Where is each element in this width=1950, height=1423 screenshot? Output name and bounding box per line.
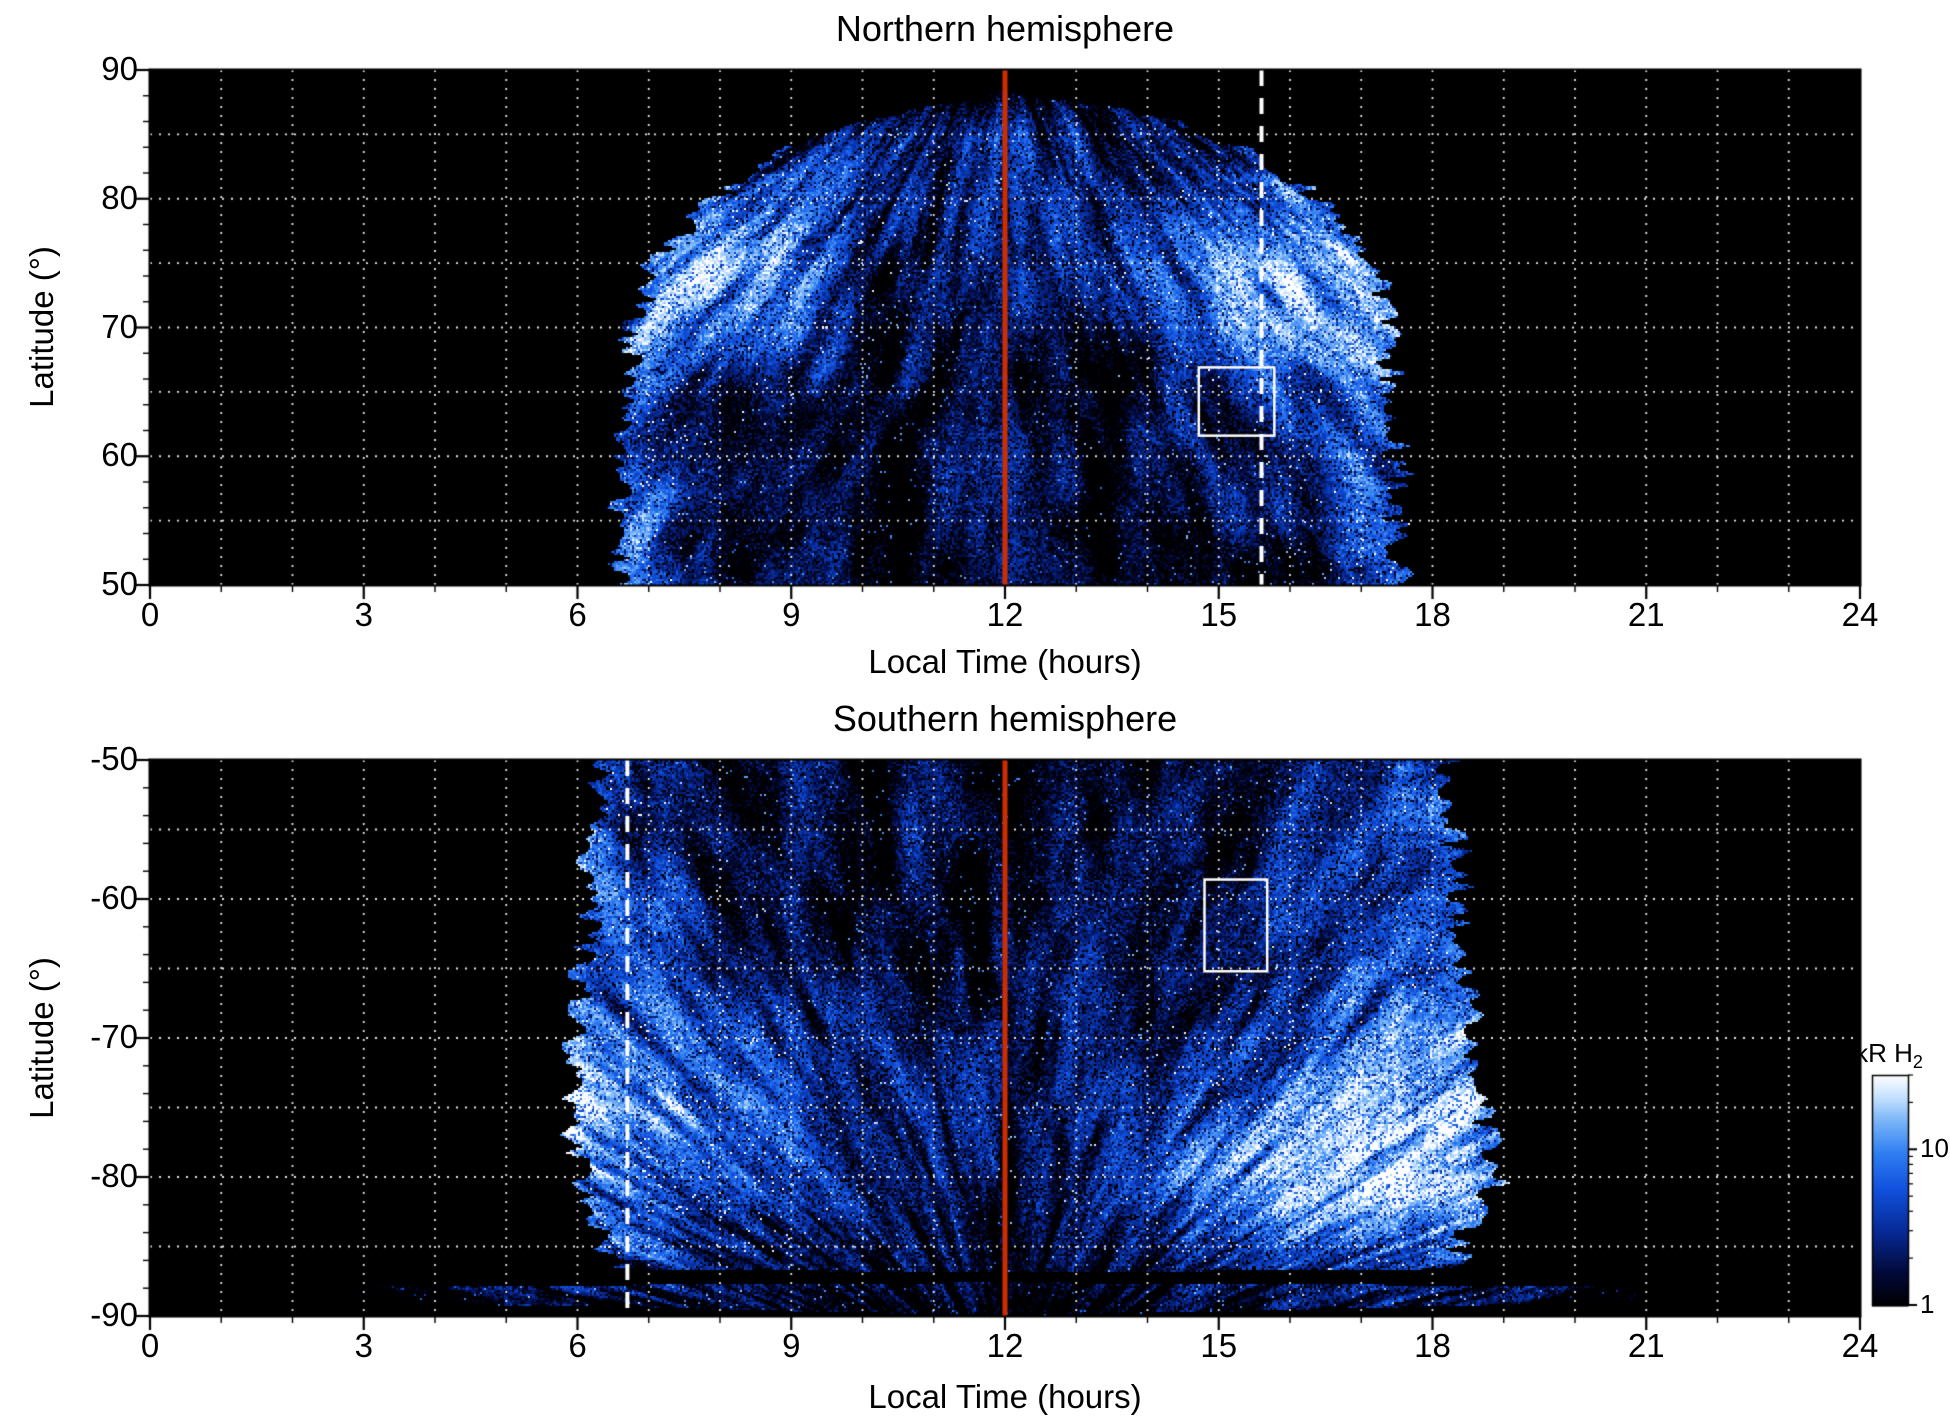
panel-title-north: Northern hemisphere	[835, 8, 1175, 49]
x-tick-label: 12	[986, 596, 1024, 633]
colorbar-tick-label: 1	[1920, 1289, 1935, 1319]
x-tick-label: 21	[1627, 596, 1665, 633]
x-tick-label: 9	[782, 596, 801, 633]
x-tick-label: 0	[140, 1327, 160, 1364]
y-tick-label: 90	[101, 50, 138, 87]
x-tick-label: 15	[1200, 1327, 1238, 1364]
x-tick-label: 3	[354, 1327, 373, 1364]
x-tick-label: 0	[140, 596, 160, 633]
x-tick-label: 6	[568, 596, 587, 633]
colorbar-title-sub: 2	[1912, 1052, 1923, 1073]
yaxis-title-south: Latitude (°)	[23, 957, 60, 1119]
x-tick-label: 12	[986, 1327, 1024, 1364]
y-tick-label: -90	[90, 1296, 138, 1333]
x-tick-label: 3	[354, 596, 373, 633]
x-tick-label: 21	[1627, 1327, 1665, 1364]
yaxis-title-north: Latitude (°)	[23, 246, 60, 408]
y-tick-label: 50	[101, 565, 138, 602]
y-tick-label: -60	[90, 879, 138, 916]
panel-title-south: Southern hemisphere	[832, 698, 1178, 739]
x-tick-label: 15	[1200, 596, 1238, 633]
x-tick-label: 18	[1414, 1327, 1451, 1364]
y-tick-label: 60	[101, 436, 138, 474]
y-tick-label: 80	[101, 178, 138, 216]
colorbar-title: kR H2	[1824, 1038, 1950, 1073]
xaxis-title-south: Local Time (hours)	[868, 1378, 1142, 1415]
colorbar-title-main: kR H	[1855, 1038, 1913, 1068]
xaxis-title-north: Local Time (hours)	[868, 643, 1142, 680]
y-tick-label: 70	[101, 307, 138, 345]
x-tick-label: 6	[568, 1327, 587, 1364]
y-tick-label: -80	[90, 1157, 138, 1194]
y-tick-label: -70	[90, 1018, 138, 1055]
colorbar-tick-label: 10	[1920, 1133, 1949, 1164]
y-tick-label: -50	[90, 740, 138, 777]
x-tick-label: 9	[782, 1327, 801, 1364]
x-tick-label: 24	[1841, 596, 1879, 633]
x-tick-label: 24	[1841, 1327, 1879, 1364]
x-tick-label: 18	[1414, 596, 1451, 633]
